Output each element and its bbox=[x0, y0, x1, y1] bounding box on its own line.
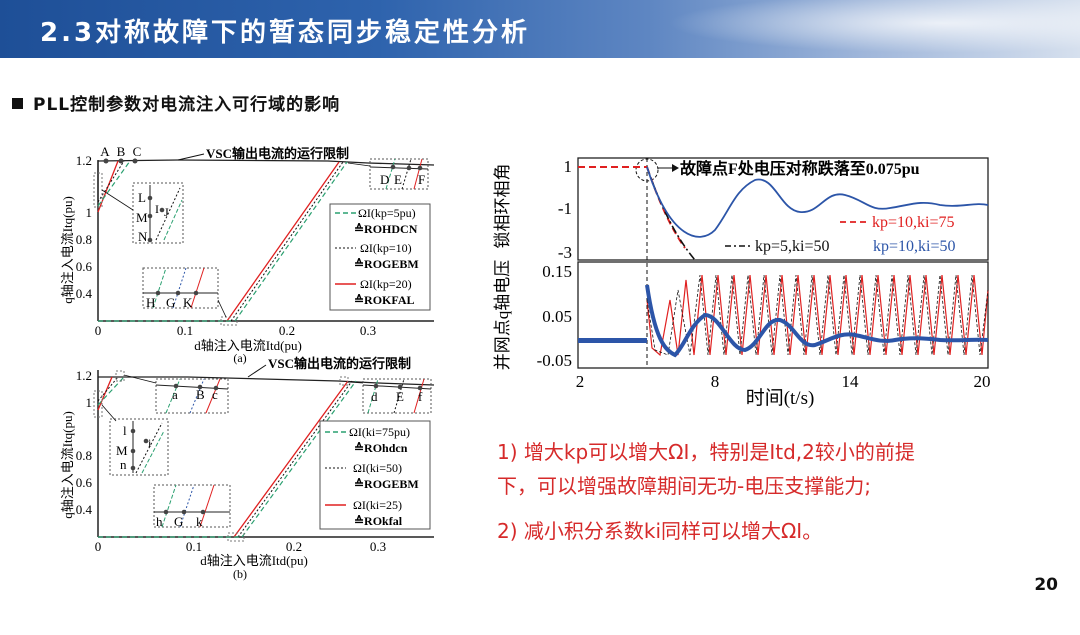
figure-b-point-f: f bbox=[418, 389, 423, 404]
figure-a-xtick-1: 0.1 bbox=[177, 323, 193, 338]
figure-a-ytick-3: 0.8 bbox=[76, 232, 92, 247]
figure-b-point-c: c bbox=[212, 387, 218, 402]
figure-c-xtick-3: 20 bbox=[974, 372, 991, 391]
page-title: 2.3对称故障下的暂态同步稳定性分析 bbox=[40, 18, 531, 48]
figure-a-point-e: E bbox=[394, 172, 402, 187]
page-number: 20 bbox=[1034, 575, 1058, 595]
figure-c: 锁相环相角 并网点q轴电压 1 -1 -3 0.15 0.05 -0.05 2 … bbox=[493, 157, 991, 409]
figure-b-point-g: G bbox=[174, 514, 183, 529]
figure-a-legend-3-sub: ≙ROKFAL bbox=[354, 293, 415, 307]
figure-a-point-d: D bbox=[380, 172, 389, 187]
figure-a-limit-label: VSC输出电流的运行限制 bbox=[206, 146, 349, 161]
figure-a-xtick-2: 0.2 bbox=[279, 323, 295, 338]
figure-c-upper-ytick-0: 1 bbox=[564, 157, 573, 176]
figure-b-point-a: a bbox=[172, 387, 178, 402]
figure-b-legend-3: ΩI(ki=25) bbox=[353, 498, 402, 512]
figure-b-legend-2: ΩI(ki=50) bbox=[353, 461, 402, 475]
square-bullet-icon bbox=[12, 98, 23, 109]
figure-b-xlabel: d轴注入电流Itd(pu) bbox=[200, 553, 308, 568]
figure-c-lower-ylabel: 并网点q轴电压 bbox=[493, 260, 512, 371]
figure-a-xlabel: d轴注入电流Itd(pu) bbox=[194, 338, 302, 353]
figure-c-lower-ytick-0: 0.15 bbox=[542, 262, 572, 281]
figure-b-ytick-1: 0.4 bbox=[76, 502, 93, 517]
figure-b-ytick-2: 0.6 bbox=[76, 475, 93, 490]
figure-b-legend-1-sub: ≙ROhdcn bbox=[354, 441, 408, 455]
figure-c-annotation: 故障点F处电压对称跌落至0.075pu bbox=[680, 159, 920, 178]
figure-c-lower-ytick-2: -0.05 bbox=[537, 351, 572, 370]
figure-b-legend-2-sub: ≙ROGEBM bbox=[354, 477, 419, 491]
figure-b-legend-3-sub: ≙ROkfal bbox=[354, 514, 403, 528]
figure-a-caption: (a) bbox=[233, 351, 246, 365]
figure-b-caption: (b) bbox=[233, 567, 247, 581]
figure-c-legend-1: kp=10,ki=75 bbox=[872, 214, 955, 231]
header-banner: 2.3对称故障下的暂态同步稳定性分析 bbox=[0, 0, 1080, 58]
figure-c-xtick-1: 8 bbox=[711, 372, 720, 391]
figure-b-point-h: h bbox=[156, 514, 163, 529]
figure-a-legend-2-sub: ≙ROGEBM bbox=[354, 257, 419, 271]
figure-a-point-m: M bbox=[136, 210, 148, 225]
figure-a-point-c: C bbox=[133, 144, 142, 159]
figure-b-point-d: d bbox=[371, 389, 378, 404]
figure-b-point-l: l bbox=[123, 423, 127, 438]
figure-a-point-n: N bbox=[138, 229, 148, 244]
figure-a-point-l: L bbox=[138, 190, 146, 205]
note-line-1: 1) 增大kp可以增大ΩI，特别是Itd,2较小的前提 bbox=[497, 440, 915, 464]
figure-c-xtick-0: 2 bbox=[576, 372, 585, 391]
figure-b-point-m: M bbox=[116, 443, 128, 458]
figure-a-legend-1-sub: ≙ROHDCN bbox=[354, 222, 418, 236]
figure-a-legend-3: ΩI(kp=20) bbox=[360, 277, 412, 291]
figure-b-xtick-3: 0.3 bbox=[370, 539, 386, 554]
figure-a-point-i: I bbox=[155, 202, 159, 216]
figure-a-point-g: G bbox=[166, 295, 175, 310]
figure-a-ytick-1: 0.4 bbox=[76, 286, 93, 301]
figure-b-point-i: i bbox=[148, 436, 152, 450]
figure-a-ylabel: q轴注入电流Itq(pu) bbox=[60, 196, 75, 304]
figure-b-ytick-4: 1 bbox=[86, 395, 93, 410]
figure-b-ylabel: q轴注入电流Itq(pu) bbox=[60, 411, 75, 519]
section-heading: PLL控制参数对电流注入可行域的影响 bbox=[12, 90, 340, 115]
banner-sky-decoration bbox=[620, 0, 1080, 58]
figure-b-limit-label: VSC输出电流的运行限制 bbox=[268, 356, 411, 371]
figure-a-xtick-3: 0.3 bbox=[360, 323, 376, 338]
figure-b-xtick-2: 0.2 bbox=[286, 539, 302, 554]
figure-b-point-k: k bbox=[196, 514, 203, 529]
figure-c-legend-2: kp=5,ki=50 bbox=[755, 238, 830, 255]
figure-a-point-h: H bbox=[146, 295, 155, 310]
figure-c-upper-ylabel: 锁相环相角 bbox=[493, 164, 512, 249]
figure-b-xtick-1: 0.1 bbox=[186, 539, 202, 554]
figure-b-ytick-0: 0 bbox=[95, 539, 102, 554]
figure-a-legend-2: ΩI(kp=10) bbox=[360, 241, 412, 255]
figure-a-point-f: F bbox=[418, 172, 425, 187]
figure-a: q轴注入电流Itq(pu) 0 0.4 0.6 0.8 1 1.2 0.1 0.… bbox=[60, 144, 435, 365]
figure-b-point-e: E bbox=[396, 389, 404, 404]
figure-b-point-n: n bbox=[120, 457, 127, 472]
figure-b-point-b: B bbox=[196, 387, 205, 402]
figure-a-ytick-2: 0.6 bbox=[76, 259, 93, 274]
figure-b-legend-1: ΩI(ki=75pu) bbox=[349, 425, 410, 439]
figure-a-ytick-5: 1.2 bbox=[76, 153, 92, 168]
figure-a-point-b: B bbox=[117, 144, 126, 159]
figure-c-lower-ytick-1: 0.05 bbox=[542, 307, 572, 326]
figure-b-ytick-5: 1.2 bbox=[76, 368, 92, 383]
figure-a-legend-1: ΩI(kp=5pu) bbox=[358, 206, 416, 220]
figure-a-point-a: A bbox=[100, 144, 110, 159]
figure-c-upper-ytick-2: -3 bbox=[558, 243, 572, 262]
figure-b-ytick-3: 0.8 bbox=[76, 448, 92, 463]
figure-c-xtick-2: 14 bbox=[842, 372, 860, 391]
figure-a-point-j: J bbox=[164, 205, 169, 219]
section-heading-text: PLL控制参数对电流注入可行域的影响 bbox=[33, 95, 341, 115]
note-line-3: 2) 减小积分系数ki同样可以增大ΩI。 bbox=[497, 519, 823, 543]
figure-c-xlabel: 时间(t/s) bbox=[746, 387, 815, 409]
figure-a-ytick-0: 0 bbox=[95, 323, 102, 338]
figure-c-legend-3: kp=10,ki=50 bbox=[873, 238, 956, 255]
figure-a-ytick-4: 1 bbox=[86, 205, 93, 220]
figure-b: q轴注入电流Itq(pu) 0 0.4 0.6 0.8 1 1.2 0.1 0.… bbox=[60, 356, 435, 581]
figure-a-point-k: K bbox=[183, 295, 193, 310]
note-line-2: 下，可以增强故障期间无功-电压支撑能力; bbox=[497, 474, 871, 498]
figure-c-upper-ytick-1: -1 bbox=[558, 199, 572, 218]
